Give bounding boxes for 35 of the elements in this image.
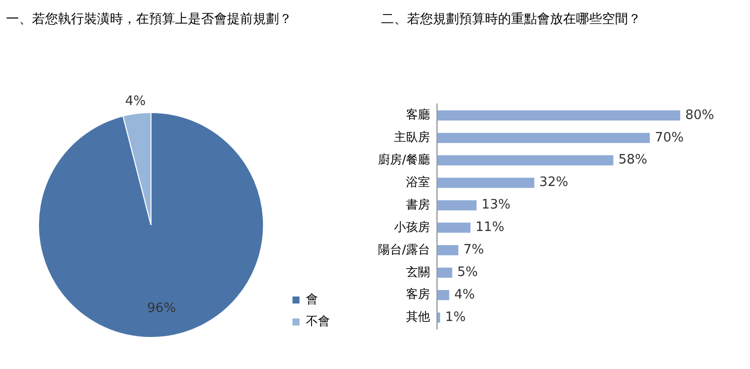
y-tick-label: 書房 [406,197,430,212]
y-tick-label: 客房 [406,287,430,302]
bar [437,290,450,300]
bar [437,178,534,188]
data-label: 4% [125,94,146,109]
y-tick-label: 其他 [406,310,430,324]
bar [437,155,614,166]
chart-title: 一、若您執行裝潢時，在預算上是否會提前規劃？ [6,11,292,28]
y-tick-label: 客廳 [406,108,430,122]
y-tick-label: 陽台/露台 [378,242,430,256]
data-label: 4% [454,287,475,302]
data-label: 13% [482,198,510,213]
data-label: 70% [654,130,684,146]
data-label: 96% [147,301,176,316]
y-tick-label: 玄關 [406,264,430,279]
legend-label: 不會 [306,314,330,328]
y-tick-label: 小孩房 [394,220,430,234]
bar [437,200,477,210]
y-tick-label: 主臥房 [394,130,430,144]
chart-title: 二、若您規劃預算時的重點會放在哪些空間？ [381,11,641,28]
bar [437,268,452,278]
data-label: 32% [539,175,568,190]
bar [437,222,470,233]
data-label: 11% [475,220,504,236]
bar [437,110,680,120]
bar [437,132,650,143]
legend-label: 會 [306,292,318,306]
y-tick-label: 廚房/餐廳 [378,152,430,166]
bar [437,245,458,256]
data-label: 1% [445,310,466,325]
data-label: 7% [463,242,484,258]
data-label: 58% [618,152,648,168]
data-label: 80% [685,108,714,123]
data-label: 5% [457,265,478,280]
y-tick-label: 浴室 [406,174,430,189]
